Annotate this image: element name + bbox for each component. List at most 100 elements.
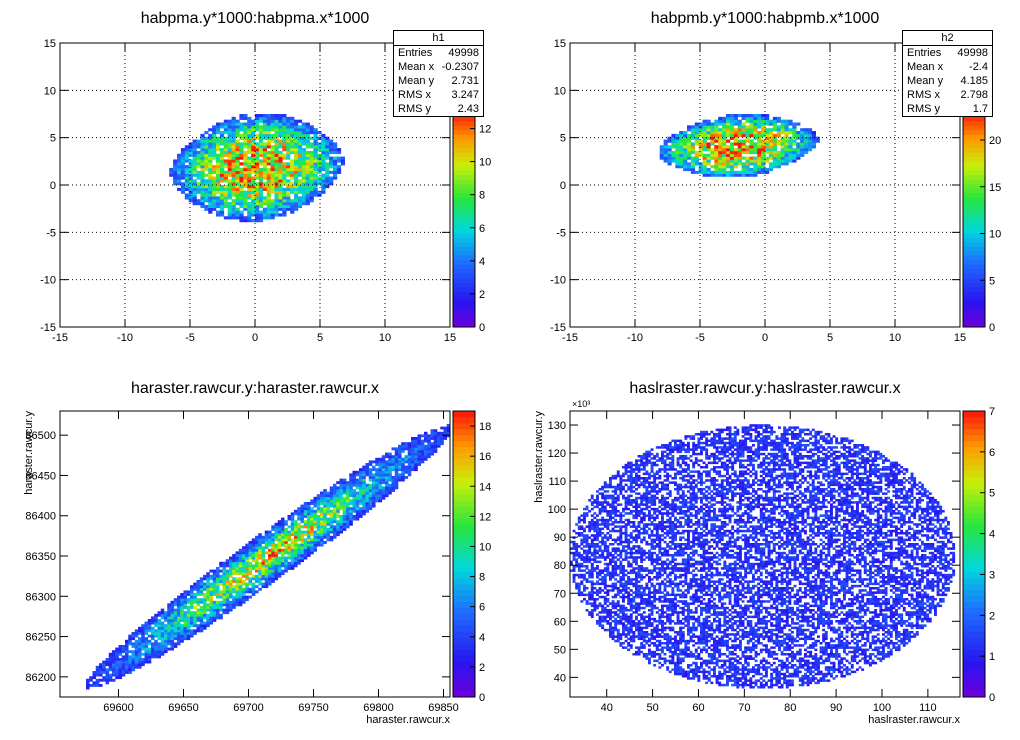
heat-cell	[352, 494, 357, 498]
heat-cell	[768, 156, 774, 160]
heat-cell	[121, 663, 126, 667]
heat-cell	[184, 185, 189, 189]
stats-row: RMS y 1.7	[907, 103, 988, 115]
heat-cell	[603, 617, 607, 621]
heat-cell	[238, 556, 243, 560]
heat-cell	[266, 173, 271, 177]
heat-cell	[632, 620, 636, 623]
heat-cell	[310, 538, 314, 542]
heat-cell	[216, 159, 221, 163]
heat-cell	[368, 476, 373, 479]
heat-cell	[264, 561, 269, 565]
heat-cell	[671, 136, 676, 140]
heat-cell	[596, 499, 599, 502]
heat-cell	[572, 551, 576, 555]
heat-cell	[121, 655, 126, 659]
heat-cell	[271, 567, 275, 570]
heat-cell	[619, 604, 623, 608]
heat-cell	[147, 624, 152, 628]
heat-cell	[255, 199, 260, 203]
heat-cell	[203, 582, 207, 586]
heat-cell	[216, 136, 221, 140]
heat-cell	[284, 546, 288, 550]
heat-cell	[188, 150, 193, 155]
heat-cell	[278, 204, 283, 209]
heat-cell	[180, 624, 184, 628]
heat-cell	[572, 576, 576, 579]
heat-cell	[588, 560, 592, 564]
heat-cell	[95, 681, 100, 685]
heat-cell	[251, 128, 256, 132]
heat-cell	[596, 582, 599, 586]
heat-cell	[339, 520, 344, 524]
heat-cell	[180, 626, 184, 630]
heat-cell	[310, 541, 314, 544]
palette-cell	[453, 577, 475, 585]
heatmap-cells	[659, 114, 820, 177]
heat-cell	[411, 444, 415, 448]
heat-cell	[301, 128, 306, 132]
heat-cell	[243, 131, 248, 135]
heat-cell	[585, 507, 589, 511]
heat-cell	[222, 582, 227, 586]
heat-cell	[702, 122, 707, 126]
heat-cell	[255, 148, 260, 152]
heat-cell	[154, 634, 158, 638]
heat-cell	[378, 483, 383, 487]
heat-cell	[258, 535, 262, 539]
heat-cell	[219, 600, 223, 604]
heat-cell	[206, 619, 210, 622]
heat-cell	[251, 551, 256, 555]
heat-cell	[219, 150, 225, 155]
heat-cell	[637, 529, 641, 533]
heat-cell	[300, 556, 305, 560]
heat-cell	[339, 489, 344, 492]
heat-cell	[580, 593, 584, 597]
heat-cell	[757, 145, 762, 149]
heat-cell	[188, 170, 193, 174]
heat-cell	[784, 133, 789, 138]
heat-cell	[611, 490, 615, 493]
heat-cell	[238, 600, 243, 604]
heat-cell	[339, 499, 344, 503]
heat-cell	[611, 569, 615, 572]
heat-cell	[316, 522, 321, 526]
heat-cell	[277, 528, 282, 531]
heat-cell	[264, 585, 269, 589]
heat-cell	[590, 615, 594, 619]
heat-cell	[157, 647, 162, 651]
heat-cell	[274, 122, 279, 126]
heat-cell	[627, 598, 631, 601]
heat-cell	[216, 128, 221, 132]
heat-cell	[203, 585, 207, 589]
heat-cell	[287, 515, 292, 518]
heat-cell	[251, 187, 256, 191]
heat-cell	[258, 580, 262, 583]
heat-cell	[270, 136, 275, 140]
heat-cell	[251, 176, 256, 180]
heat-cell	[590, 538, 594, 542]
heat-cell	[186, 634, 191, 638]
heat-cell	[619, 485, 623, 489]
heat-cell	[242, 598, 246, 602]
palette-cell	[453, 152, 475, 158]
heat-cell	[577, 518, 581, 522]
heat-cell	[268, 535, 272, 539]
heat-cell	[635, 589, 638, 592]
heat-cell	[219, 213, 225, 217]
heat-cell	[577, 567, 581, 570]
heat-cell	[222, 600, 227, 604]
heat-cell	[598, 604, 602, 608]
heat-cell	[320, 509, 324, 513]
heat-cell	[138, 632, 142, 635]
heat-cell	[718, 142, 723, 146]
heat-cell	[255, 162, 260, 166]
heat-cell	[301, 190, 306, 194]
heat-cell	[229, 606, 233, 609]
heat-cell	[204, 165, 209, 169]
heat-cell	[601, 582, 605, 586]
heat-cell	[580, 569, 584, 572]
heat-cell	[180, 185, 186, 189]
heat-cell	[186, 621, 191, 625]
heat-cell	[255, 210, 260, 214]
